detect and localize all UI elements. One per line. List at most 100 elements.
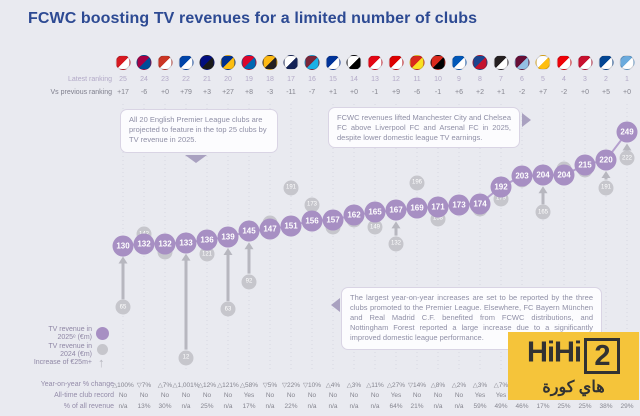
tv-2025-bubble: 174 [469, 193, 491, 215]
all-time-record-value: No [433, 392, 443, 399]
tv-2024-bubble: 92 [241, 274, 257, 290]
yoy-change-value: △7% [493, 382, 509, 389]
tv-2024-bubble: 149 [367, 219, 383, 235]
tv-2025-bubble: 249 [616, 121, 638, 143]
tv-2025-bubble: 162 [343, 204, 365, 226]
vs-previous-value: -2 [560, 89, 568, 96]
vs-previous-value: +27 [222, 89, 234, 96]
vs-previous-value: +0 [623, 89, 631, 96]
latest-ranking-value: 3 [583, 76, 587, 83]
increase-arrow-head-icon [223, 247, 233, 255]
increase-arrow-head-icon [391, 221, 401, 229]
tottenham-crest-icon [283, 55, 299, 70]
pct-of-revenue-value: n/a [454, 403, 464, 410]
vs-previous-value: +17 [117, 89, 129, 96]
all-time-record-value: Yes [495, 392, 507, 399]
increase-arrow-head-icon [244, 242, 254, 250]
latest-ranking-value: 14 [350, 76, 358, 83]
tv-2025-bubble: 139 [217, 226, 239, 248]
latest-ranking-value: 15 [329, 76, 337, 83]
callout-pointer-down-icon [185, 155, 207, 163]
vs-previous-value: +5 [602, 89, 610, 96]
leicester-city-crest-icon [220, 55, 236, 70]
tv-2025-bubble: 220 [595, 149, 617, 171]
manchester-city-crest-icon [619, 55, 635, 70]
tv-2025-bubble: 133 [175, 232, 197, 254]
all-time-record-value: No [370, 392, 380, 399]
pct-of-revenue-value: 13% [137, 403, 151, 410]
latest-ranking-value: 20 [224, 76, 232, 83]
vs-previous-value: +0 [350, 89, 358, 96]
tv-2025-bubble: 192 [490, 176, 512, 198]
all-time-record-value: No [160, 392, 170, 399]
yoy-change-label: Year-on-year % change [40, 381, 114, 388]
tv-2024-bubble: 191 [598, 180, 614, 196]
barcelona-crest-icon [136, 55, 152, 70]
all-time-record-value: No [349, 392, 359, 399]
tv-2025-bubble: 171 [427, 196, 449, 218]
all-time-record-value: Yes [474, 392, 486, 399]
latest-ranking-value: 2 [604, 76, 608, 83]
tv-2025-bubble: 167 [385, 199, 407, 221]
latest-ranking-value: 23 [161, 76, 169, 83]
latest-ranking-value: 4 [562, 76, 566, 83]
bournemouth-crest-icon [430, 55, 446, 70]
newcastle-crest-icon [493, 55, 509, 70]
increase-arrow-head-icon [538, 186, 548, 194]
tv-2025-bubble: 165 [364, 201, 386, 223]
tv-2025-bubble: 147 [259, 218, 281, 240]
vs-previous-value: +1 [329, 89, 337, 96]
tv-2025-bubble: 215 [574, 154, 596, 176]
increase-arrow-head-icon [118, 256, 128, 264]
tv-2025-bubble: 136 [196, 229, 218, 251]
tv-2024-bubble: 132 [388, 236, 404, 252]
latest-ranking-value: 5 [541, 76, 545, 83]
tv-2024-bubble: 165 [535, 204, 551, 220]
all-time-record-value: No [286, 392, 296, 399]
all-time-record-value: No [412, 392, 422, 399]
yoy-change-value: ▽14% [407, 382, 427, 389]
tv-2024-bubble: 222 [619, 150, 635, 166]
real-madrid-crest-icon [535, 55, 551, 70]
pct-of-revenue-value: 38% [599, 403, 613, 410]
atletico-madrid-crest-icon [157, 55, 173, 70]
ipswich-town-crest-icon [178, 55, 194, 70]
vs-previous-value: +7 [539, 89, 547, 96]
latest-ranking-value: 25 [119, 76, 127, 83]
vs-previous-value: +0 [581, 89, 589, 96]
vs-previous-value: -2 [518, 89, 526, 96]
vs-previous-value: +2 [476, 89, 484, 96]
pct-of-revenue-value: n/a [433, 403, 443, 410]
vs-previous-value: +9 [392, 89, 400, 96]
all-time-record-value: No [139, 392, 149, 399]
pct-of-revenue-value: 17% [242, 403, 256, 410]
all-time-record-value: No [223, 392, 233, 399]
vs-previous-value: +1 [497, 89, 505, 96]
yoy-change-value: △58% [239, 382, 259, 389]
callout-pointer-left-icon [331, 298, 340, 312]
fulham-crest-icon [346, 55, 362, 70]
yoy-change-value: △8% [430, 382, 446, 389]
all-time-record-value: No [265, 392, 275, 399]
vs-previous-value: +0 [161, 89, 169, 96]
pct-of-revenue-value: n/a [265, 403, 275, 410]
callout-fcwc-lift: FCWC revenues lifted Manchester City and… [328, 107, 520, 148]
vs-previous-value: +8 [245, 89, 253, 96]
yoy-change-value: △7% [157, 382, 173, 389]
yoy-change-value: △121% [217, 382, 239, 389]
pct-of-revenue-value: 21% [410, 403, 424, 410]
tv-2024-bubble: 63 [220, 301, 236, 317]
latest-ranking-value: 16 [308, 76, 316, 83]
tv-2024-bubble: 191 [283, 180, 299, 196]
brighton-crest-icon [451, 55, 467, 70]
yoy-change-value: ▽7% [136, 382, 152, 389]
callout-pointer-right-icon [522, 113, 531, 127]
yoy-change-value: △3% [472, 382, 488, 389]
callout-premier-league: All 20 English Premier League clubs are … [120, 109, 278, 153]
all-time-record-value: No [307, 392, 317, 399]
pct-of-revenue-value: 46% [515, 403, 529, 410]
latest-ranking-value: 18 [266, 76, 274, 83]
all-time-record-value: No [202, 392, 212, 399]
vs-previous-value: +3 [203, 89, 211, 96]
